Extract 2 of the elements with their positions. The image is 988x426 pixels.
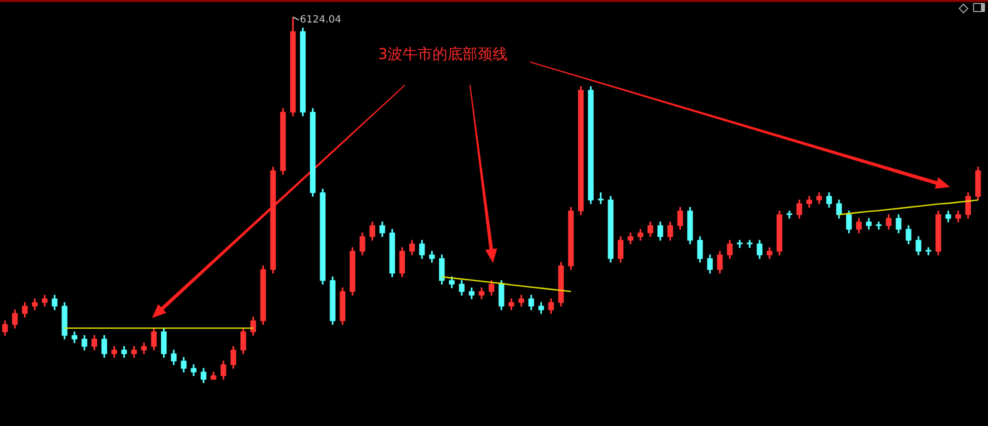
annotation: 3波牛市的底部颈线 [378,44,508,63]
annotation: 6124.04 [300,14,342,26]
